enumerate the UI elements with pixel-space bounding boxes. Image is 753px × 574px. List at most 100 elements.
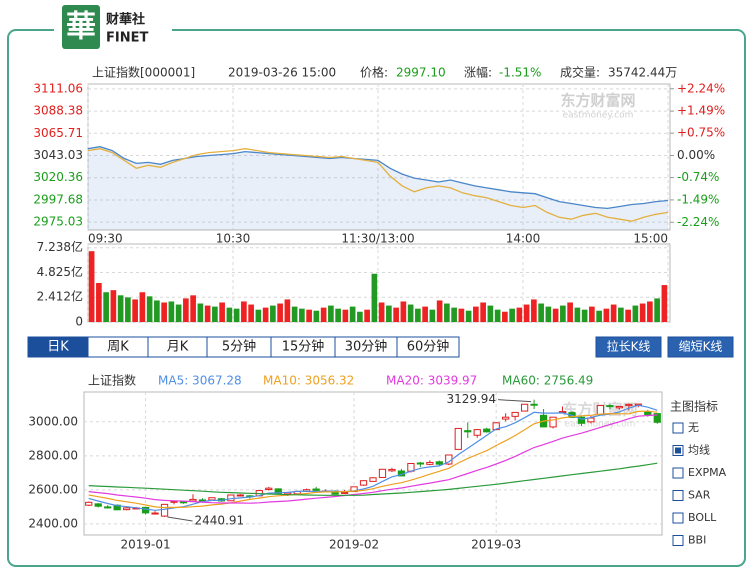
indicator-option[interactable]: 均线 <box>688 443 710 457</box>
candle-body <box>435 461 443 465</box>
volume-bar <box>197 303 204 322</box>
zoom-button-label[interactable]: 拉长K线 <box>607 339 651 354</box>
period-tab-label[interactable]: 60分钟 <box>407 339 450 355</box>
period-tab-label[interactable]: 周K <box>107 340 129 355</box>
quote-volume-label: 成交量: <box>560 65 600 80</box>
period-tab[interactable] <box>396 336 460 358</box>
volume-bar <box>494 309 501 322</box>
volume-bar <box>422 306 428 322</box>
volume-bar <box>248 304 254 322</box>
volume-bar <box>328 305 334 322</box>
y2-tick-label: +2.24% <box>677 81 725 95</box>
candle-body <box>596 404 605 415</box>
period-tab-label[interactable]: 月K <box>167 340 189 355</box>
volume-bar <box>291 306 298 322</box>
period-tab-label[interactable]: 30分钟 <box>345 339 388 355</box>
volume-bar <box>88 251 95 322</box>
quote-name: 上证指数[000001] <box>92 65 195 80</box>
indicator-checkbox[interactable] <box>672 467 684 479</box>
volume-bar <box>378 302 385 322</box>
volume-bar <box>574 307 581 322</box>
candle-body <box>369 477 377 482</box>
volume-bar <box>560 305 566 322</box>
volume-bar <box>299 308 305 322</box>
watermark: eastmoney.com <box>563 111 634 121</box>
quote-change-label: 涨幅: <box>464 65 492 80</box>
candle-body <box>653 413 661 423</box>
watermark: 东方财富网 <box>560 92 635 110</box>
volume-bar <box>371 273 378 322</box>
indicator-option[interactable]: BBI <box>688 534 706 547</box>
volume-bar <box>509 308 515 322</box>
volume-bar <box>233 308 240 322</box>
volume-bar <box>168 301 175 322</box>
volume-bar <box>139 292 146 322</box>
y-tick-label: 3065.71 <box>33 126 83 140</box>
volume-bar <box>654 298 660 322</box>
period-tab-label[interactable]: 5分钟 <box>222 339 256 355</box>
quote-volume: 35742.44万 <box>608 66 677 80</box>
volume-bar <box>204 305 211 322</box>
volume-bar <box>436 300 443 322</box>
logo-mark: 華 <box>66 10 96 45</box>
candle-body <box>388 468 396 472</box>
volume-bar <box>538 303 544 322</box>
annotation-arrow <box>167 516 193 522</box>
volume-bar <box>110 290 117 322</box>
y-tick-label: 2997.68 <box>33 192 83 206</box>
volume-bar <box>596 310 602 322</box>
x-tick-label: 15:00 <box>633 232 668 246</box>
indicator-checkbox[interactable] <box>672 512 684 524</box>
volume-bar <box>386 305 392 322</box>
candle-body <box>520 403 529 412</box>
volume-bar <box>255 309 262 322</box>
candle-body <box>587 417 595 423</box>
kline-title: 上证指数 <box>88 373 136 388</box>
indicator-option[interactable]: 无 <box>688 421 699 434</box>
period-tab-label[interactable]: 15分钟 <box>282 339 325 355</box>
indicator-checkbox[interactable] <box>672 535 684 546</box>
indicator-checkbox[interactable] <box>672 422 684 434</box>
volume-bar <box>161 302 167 322</box>
volume-bar <box>212 306 218 322</box>
volume-bar <box>335 308 341 322</box>
indicator-option[interactable]: EXPMA <box>688 466 727 479</box>
period-tab-label[interactable]: 日K <box>47 340 69 355</box>
y-tick-label: 3000.00 <box>28 414 78 428</box>
volume-bar <box>103 292 109 322</box>
volume-bar <box>357 311 363 322</box>
x-tick-label: 2019-02 <box>329 538 379 552</box>
price-area <box>88 146 668 230</box>
candle-body <box>85 501 93 506</box>
y2-tick-label: +1.49% <box>677 104 725 118</box>
candle-body <box>340 491 349 494</box>
volume-bar <box>581 309 588 322</box>
indicator-checkbox[interactable] <box>672 490 684 501</box>
volume-bar <box>639 303 646 322</box>
indicator-option[interactable]: BOLL <box>688 511 717 524</box>
y-tick-label: 2.412亿 <box>37 289 83 304</box>
volume-bar <box>393 307 399 322</box>
volume-bar <box>270 305 276 322</box>
y-tick-label: 4.825亿 <box>37 264 83 279</box>
volume-bar <box>154 300 160 322</box>
candle-body <box>123 507 131 511</box>
candle-body <box>615 405 623 409</box>
y-tick-label: 3020.36 <box>33 170 83 184</box>
zoom-button[interactable] <box>667 336 734 358</box>
candle-body <box>511 411 519 417</box>
indicator-option[interactable]: SAR <box>688 489 711 502</box>
candle-body <box>502 416 510 420</box>
candle-body <box>104 506 112 509</box>
zoom-button-label[interactable]: 缩短K线 <box>679 339 723 354</box>
volume-bar <box>320 307 327 322</box>
volume-bar <box>241 301 247 322</box>
volume-bar <box>415 308 421 322</box>
candle-body <box>454 427 462 450</box>
candle-body <box>473 429 481 436</box>
volume-bar <box>364 309 370 322</box>
candle-body <box>160 503 169 517</box>
zoom-button[interactable] <box>595 336 662 358</box>
volume-bar <box>661 285 668 322</box>
candle-body <box>464 430 472 433</box>
